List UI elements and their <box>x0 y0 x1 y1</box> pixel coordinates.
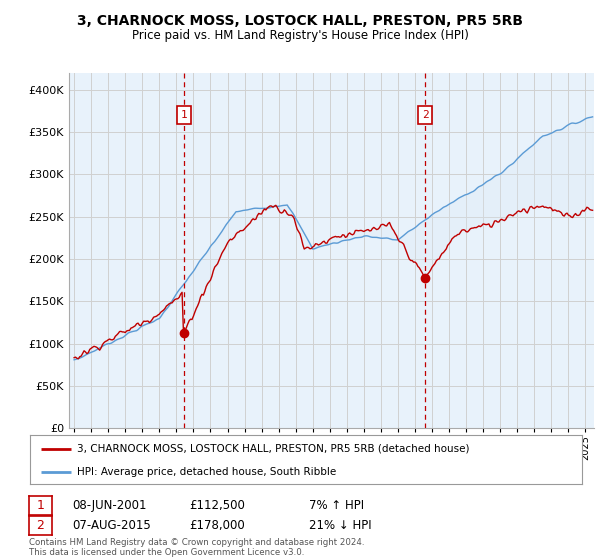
Text: 7% ↑ HPI: 7% ↑ HPI <box>309 498 364 512</box>
Text: £178,000: £178,000 <box>189 519 245 532</box>
Text: Price paid vs. HM Land Registry's House Price Index (HPI): Price paid vs. HM Land Registry's House … <box>131 29 469 42</box>
Text: 21% ↓ HPI: 21% ↓ HPI <box>309 519 371 532</box>
Text: HPI: Average price, detached house, South Ribble: HPI: Average price, detached house, Sout… <box>77 467 336 477</box>
Text: 2: 2 <box>422 110 428 120</box>
Text: 07-AUG-2015: 07-AUG-2015 <box>72 519 151 532</box>
Text: 08-JUN-2001: 08-JUN-2001 <box>72 498 146 512</box>
Text: £112,500: £112,500 <box>189 498 245 512</box>
Text: 1: 1 <box>181 110 187 120</box>
Text: 3, CHARNOCK MOSS, LOSTOCK HALL, PRESTON, PR5 5RB (detached house): 3, CHARNOCK MOSS, LOSTOCK HALL, PRESTON,… <box>77 444 469 454</box>
Text: Contains HM Land Registry data © Crown copyright and database right 2024.
This d: Contains HM Land Registry data © Crown c… <box>29 538 364 557</box>
Text: 2: 2 <box>36 519 44 532</box>
Text: 3, CHARNOCK MOSS, LOSTOCK HALL, PRESTON, PR5 5RB: 3, CHARNOCK MOSS, LOSTOCK HALL, PRESTON,… <box>77 14 523 28</box>
Text: 1: 1 <box>36 498 44 512</box>
